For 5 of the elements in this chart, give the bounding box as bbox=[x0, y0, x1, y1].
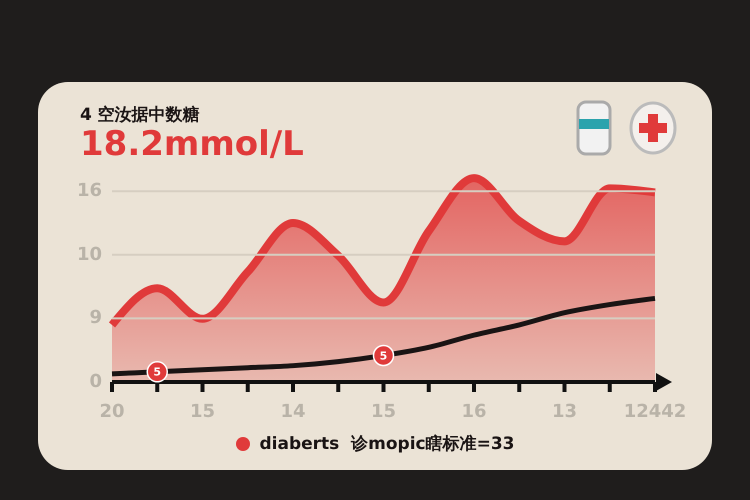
annotation: 5 bbox=[380, 349, 388, 362]
chart-subtitle: 18.2mmol/L bbox=[80, 124, 304, 164]
annotation: 5 bbox=[153, 366, 162, 379]
legend-label: diaberts 诊mopic瞎标准=33 bbox=[260, 433, 514, 455]
chart-title: 4 空汝据中数糖 bbox=[80, 104, 200, 126]
